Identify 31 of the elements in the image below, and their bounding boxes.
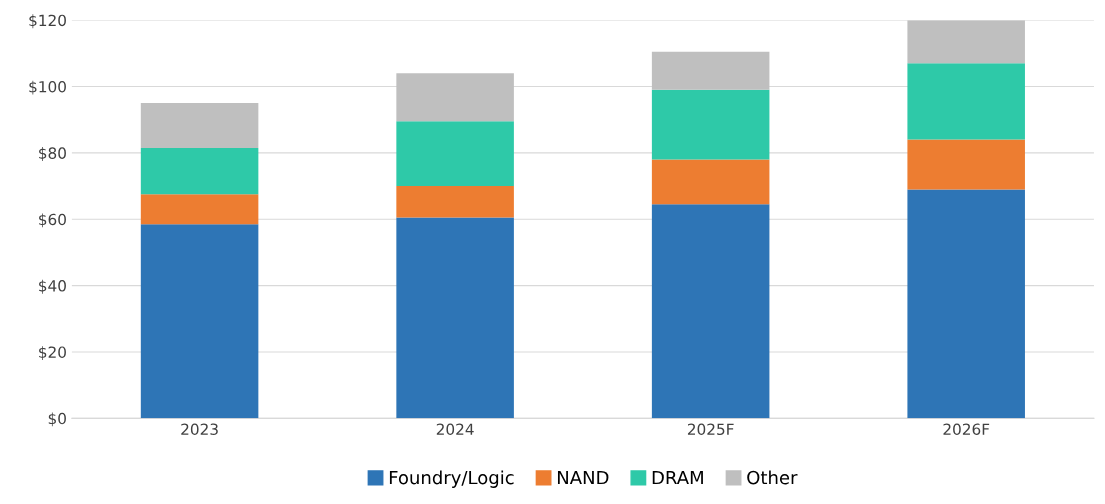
bar <box>907 20 1025 64</box>
bar <box>396 186 514 218</box>
y-tick-label: $20 <box>39 346 66 361</box>
legend-label: Foundry/Logic <box>389 470 514 488</box>
bar <box>651 204 770 419</box>
x-tick-label: 2025F <box>687 423 734 436</box>
legend-label: Other <box>747 470 798 485</box>
y-tick-label: $0 <box>48 412 66 427</box>
y-tick-label: $80 <box>39 147 66 161</box>
bar <box>651 89 770 160</box>
bar <box>396 121 514 187</box>
y-tick-label: $120 <box>29 14 66 29</box>
bar <box>907 189 1025 419</box>
bar <box>140 194 259 225</box>
bar <box>907 139 1025 190</box>
bar <box>651 51 770 90</box>
legend-label: DRAM <box>652 470 703 485</box>
x-tick-label: 2023 <box>181 423 218 436</box>
x-tick-label: 2024 <box>436 423 474 436</box>
bar <box>140 103 259 148</box>
legend-label: NAND <box>557 470 609 485</box>
bar <box>140 224 259 419</box>
bar <box>907 63 1025 140</box>
bar <box>651 159 770 205</box>
y-tick-label: $60 <box>39 213 66 228</box>
y-tick-label: $100 <box>29 80 66 95</box>
y-tick-label: $40 <box>39 279 66 294</box>
bar <box>396 73 514 122</box>
bar <box>140 147 259 195</box>
bar <box>396 217 514 419</box>
x-tick-label: 2026F <box>943 423 990 436</box>
